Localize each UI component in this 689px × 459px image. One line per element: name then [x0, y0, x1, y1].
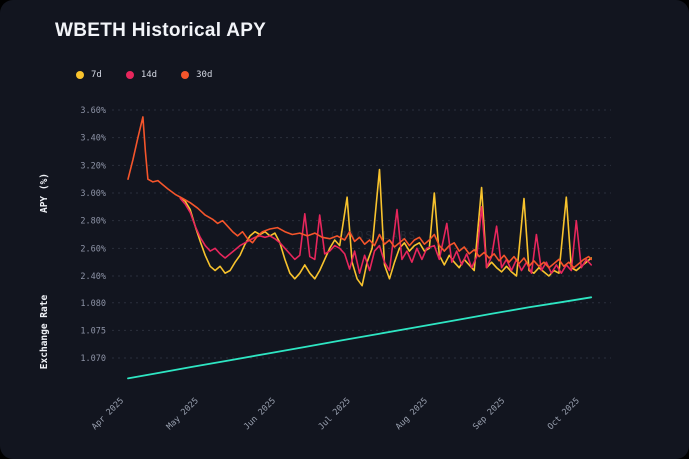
- legend-item-label: 30d: [196, 70, 213, 80]
- legend-item-label: 7d: [91, 70, 102, 80]
- legend-dot-icon: [125, 71, 134, 79]
- exchange-y-tick-label: 1.075: [80, 326, 106, 336]
- series-line-30d: [127, 116, 593, 269]
- legend-item-7d[interactable]: 7d: [76, 70, 102, 80]
- exchange-y-tick-label: 1.080: [80, 299, 106, 309]
- series-line-exchange-rate: [127, 296, 593, 380]
- x-tick-label: May 2025: [165, 396, 201, 432]
- apy-y-tick-label: 2.40%: [80, 272, 106, 282]
- x-tick-label: Sep 2025: [471, 396, 507, 432]
- legend-item-14d[interactable]: 14d: [125, 70, 158, 80]
- series-line-14d: [179, 197, 593, 275]
- chart-legend: 7d 14d 30d: [76, 70, 212, 80]
- legend-dot-icon: [181, 71, 190, 79]
- legend-item-label: 14d: [140, 70, 158, 80]
- x-tick-label: Oct 2025: [546, 396, 582, 432]
- x-tick-label: Jun 2025: [242, 396, 278, 432]
- legend-dot-icon: [76, 71, 84, 79]
- apy-y-tick-label: 2.60%: [80, 244, 106, 254]
- apy-y-tick-label: 3.20%: [80, 161, 106, 171]
- apy-y-tick-label: 2.80%: [80, 217, 106, 227]
- x-tick-label: Apr 2025: [90, 396, 126, 432]
- page-title: WBETH Historical APY: [55, 20, 267, 41]
- apy-axis-title: APY (%): [39, 173, 50, 213]
- exchange-axis-title: Exchange Rate: [39, 295, 50, 370]
- apy-y-tick-label: 3.00%: [80, 189, 106, 199]
- exchange-y-tick-label: 1.070: [80, 354, 106, 364]
- apy-y-tick-label: 3.40%: [80, 134, 106, 144]
- x-tick-label: Jul 2025: [317, 396, 353, 432]
- x-tick-label: Aug 2025: [394, 396, 430, 432]
- apy-y-tick-label: 3.60%: [80, 106, 106, 116]
- legend-item-30d[interactable]: 30d: [181, 70, 212, 80]
